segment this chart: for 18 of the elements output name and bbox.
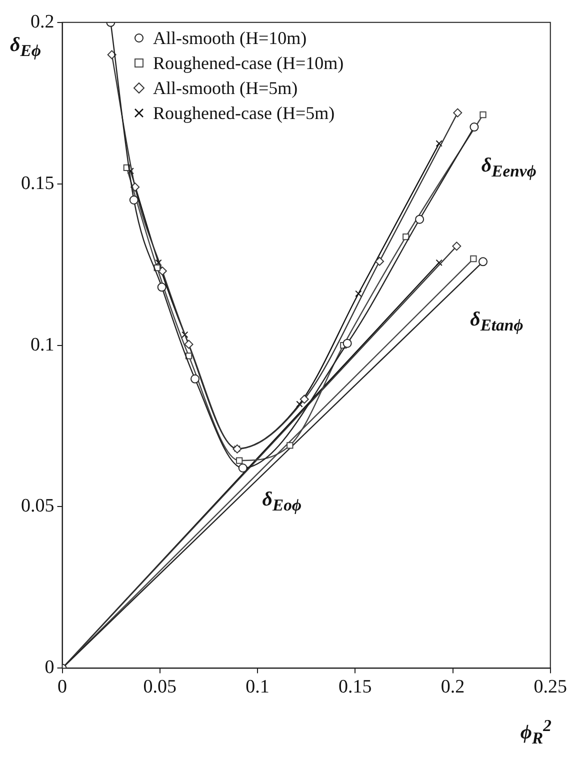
annotation: δ$_{Etanϕ}$	[470, 308, 524, 336]
x-tick-label: 0.15	[338, 676, 372, 698]
annotation: δ$_{Eoϕ}$	[262, 488, 302, 516]
x-tick-label: 0.2	[440, 676, 465, 698]
legend-label: All-smooth (H=5m)	[153, 76, 298, 100]
x-tick-label: 0.05	[143, 676, 176, 698]
annotation: δ$_{Eenvϕ}$	[481, 154, 536, 182]
y-axis-title: δ$_{Eϕ}$	[10, 34, 41, 62]
legend-label: Roughened-case (H=10m)	[153, 52, 344, 75]
x-tick-label: 0.1	[246, 676, 270, 698]
x-tick-label: 0.25	[534, 676, 567, 698]
y-tick-label: 0	[44, 657, 54, 678]
y-tick-label: 0.05	[21, 496, 54, 517]
legend-label: All-smooth (H=10m)	[153, 26, 307, 50]
y-tick-label: 0.2	[30, 11, 54, 32]
legend-label: Roughened-case (H=5m)	[153, 102, 335, 125]
y-tick-label: 0.15	[21, 172, 54, 194]
y-tick-label: 0.1	[30, 334, 54, 356]
